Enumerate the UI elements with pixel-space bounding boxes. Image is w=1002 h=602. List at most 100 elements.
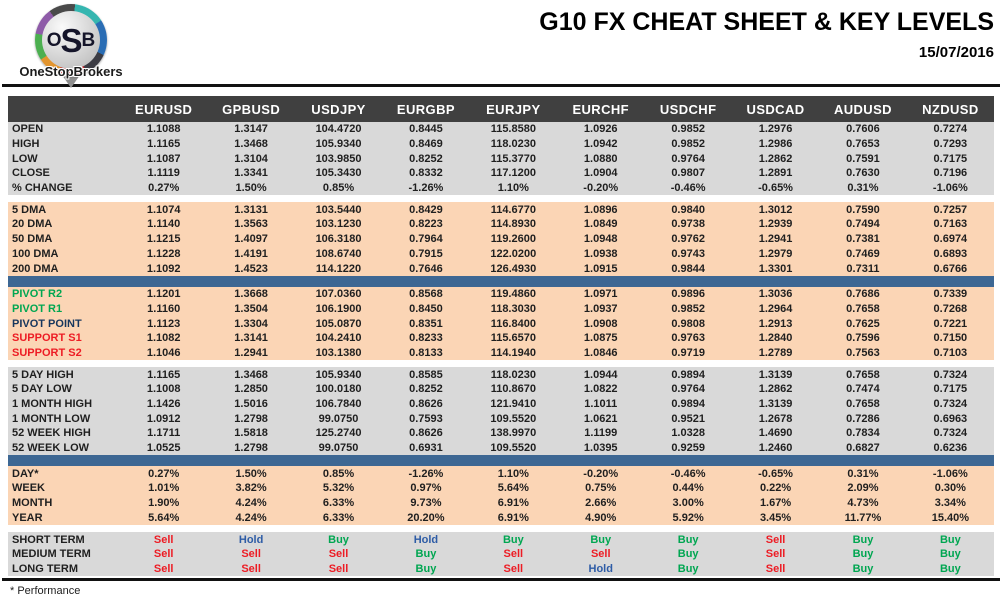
cell-usdjpy: 104.2410 (315, 332, 362, 345)
cell-gpbusd: 4.24% (235, 511, 267, 524)
cell-eurjpy: Sell (503, 548, 524, 561)
cell-eurchf: 1.0938 (583, 247, 618, 260)
cell-usdchf: 0.9764 (671, 383, 705, 396)
fx-table-body: OPEN 1.1088 1.3147 104.4720 0.8445 115.8580 1.… (8, 122, 994, 577)
cell-usdjpy: 5.32% (322, 482, 355, 495)
cell-eurgbp: 0.8626 (409, 427, 443, 440)
cell-gpbusd: 1.3304 (234, 317, 268, 330)
cell-eurchf: Sell (590, 548, 611, 561)
cell-eurusd: 1.1087 (146, 152, 181, 165)
cell-usdchf: 0.9852 (671, 123, 705, 136)
row-label: SHORT TERM (12, 533, 85, 546)
cell-audusd: 0.7658 (846, 368, 880, 381)
cell-eurchf: 1.1011 (584, 398, 618, 411)
cell-usdcad: Sell (765, 533, 786, 546)
cell-audusd: 0.7591 (846, 152, 880, 165)
cell-gpbusd: Sell (241, 562, 261, 575)
cell-nzdusd: -1.06% (932, 182, 968, 195)
table-row-year: YEAR 5.64% 4.24% 6.33% 20.20% 6.91% 4.90% 5.92%… (8, 510, 994, 526)
cell-usdcad: Sell (765, 548, 786, 561)
cell-usdchf: 0.9743 (671, 247, 705, 260)
cell-nzdusd: 0.7268 (933, 302, 968, 315)
table-row-open: OPEN 1.1088 1.3147 104.4720 0.8445 115.8580 1.… (8, 122, 994, 137)
cell-nzdusd: 0.7324 (933, 398, 968, 411)
cell-usdchf: 0.9807 (671, 167, 705, 180)
cell-eurchf: -0.20% (583, 467, 619, 480)
cell-gpbusd: 1.3668 (234, 288, 268, 301)
column-header-usdjpy: USDJPY (311, 101, 366, 117)
table-row-support-s2: SUPPORT S2 1.1046 1.2941 103.1380 0.8133 114.… (8, 345, 994, 361)
row-label: PIVOT R1 (12, 302, 63, 315)
column-header-usdcad: USDCAD (746, 101, 805, 117)
cell-usdjpy: 100.0180 (315, 383, 362, 396)
cell-eurchf: 1.0846 (583, 346, 618, 359)
cell-eurgbp: 9.73% (410, 497, 442, 510)
cell-audusd: 11.77% (844, 511, 882, 524)
table-row-20-dma: 20 DMA 1.1140 1.3563 103.1230 0.8223 114.8930… (8, 217, 994, 232)
cell-nzdusd: 0.7196 (933, 167, 968, 180)
cell-usdjpy: 103.5440 (315, 203, 362, 216)
row-label: 52 WEEK LOW (12, 442, 90, 455)
cell-eurgbp: 0.7593 (409, 412, 443, 425)
section-gap (8, 195, 994, 202)
cell-eurusd: 1.1046 (146, 346, 181, 359)
table-row-50-dma: 50 DMA 1.1215 1.4097 106.3180 0.7964 119.2600… (8, 231, 994, 247)
column-header-gpbusd: GPBUSD (222, 101, 281, 117)
cell-eurgbp: 0.8252 (409, 152, 443, 165)
cell-eurjpy: 6.91% (497, 497, 529, 510)
cell-eurchf: 1.0944 (583, 368, 618, 381)
cell-audusd: 4.73% (847, 497, 879, 510)
top-divider-line (2, 84, 1000, 87)
cell-eurusd: 1.1426 (146, 398, 181, 411)
cell-usdchf: 5.92% (672, 511, 704, 524)
cell-gpbusd: 1.50% (235, 182, 267, 195)
cell-usdchf: Buy (677, 533, 699, 546)
cell-usdcad: 1.2913 (758, 317, 793, 330)
cell-gpbusd: 1.3141 (234, 332, 268, 345)
cell-eurjpy: 117.1200 (490, 167, 536, 180)
cell-eurgbp: 0.8233 (409, 332, 443, 345)
cell-nzdusd: 0.6963 (933, 412, 968, 425)
cell-eurusd: 1.1215 (146, 233, 181, 246)
cell-usdchf: 0.9896 (671, 288, 705, 301)
cell-usdchf: 0.9852 (671, 302, 705, 315)
cell-usdchf: 0.9738 (671, 218, 705, 231)
cell-eurusd: 1.1228 (146, 247, 181, 260)
cell-eurgbp: -1.26% (408, 182, 444, 195)
cell-usdcad: 1.2840 (758, 332, 793, 345)
cell-eurchf: 1.0896 (583, 203, 618, 216)
table-row--change: % CHANGE 0.27% 1.50% 0.85% -1.26% 1.10% -0.20%… (8, 180, 994, 196)
cell-eurgbp: 0.7915 (409, 247, 443, 260)
cell-eurgbp: Buy (415, 548, 437, 561)
cell-eurjpy: 122.0200 (490, 247, 537, 260)
cell-audusd: 0.7686 (846, 288, 880, 301)
row-label: LOW (12, 152, 38, 165)
cell-nzdusd: 0.7339 (933, 288, 968, 301)
cell-usdchf: 0.9719 (671, 346, 705, 359)
cell-usdjpy: 6.33% (322, 497, 355, 510)
cell-usdcad: 1.2460 (758, 442, 793, 455)
cell-gpbusd: 1.2941 (234, 346, 268, 359)
cell-usdjpy: 6.33% (322, 511, 355, 524)
cell-eurgbp: 0.8332 (409, 167, 443, 180)
cell-eurjpy: 121.9410 (490, 398, 537, 411)
cell-eurchf: 1.0942 (583, 138, 618, 151)
cell-nzdusd: 0.7293 (933, 138, 968, 151)
performance-footnote: * Performance (10, 585, 81, 598)
cell-eurjpy: 1.10% (497, 467, 529, 480)
cell-usdchf: 0.9852 (671, 138, 705, 151)
cell-eurchf: 1.0875 (583, 332, 618, 345)
cell-audusd: 0.31% (847, 467, 879, 480)
cell-audusd: 0.7494 (846, 218, 880, 231)
cell-eurusd: 0.27% (148, 182, 180, 195)
column-header-nzdusd: NZDUSD (922, 101, 979, 117)
cell-gpbusd: Hold (238, 533, 264, 546)
section-ranges: 5 DAY HIGH 1.1165 1.3468 105.9340 0.8585 118.… (8, 367, 994, 456)
cell-eurgbp: 0.8450 (409, 302, 443, 315)
cell-eurgbp: 0.8429 (409, 203, 443, 216)
cell-usdchf: 0.9763 (671, 332, 705, 345)
cell-usdcad: -0.65% (758, 182, 793, 195)
cell-audusd: 0.7653 (846, 138, 880, 151)
cell-audusd: 0.7469 (846, 247, 880, 260)
